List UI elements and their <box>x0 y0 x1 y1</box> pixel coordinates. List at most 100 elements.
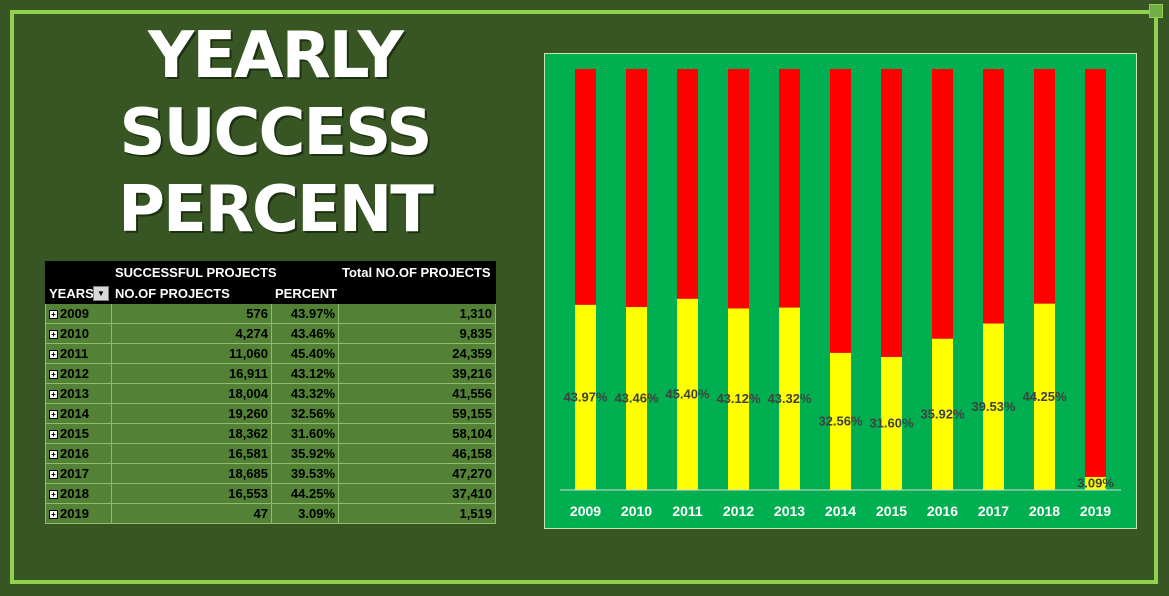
total-cell: 39,216 <box>338 363 497 384</box>
count-cell: 47 <box>111 503 272 524</box>
x-tick-label: 2010 <box>621 503 652 519</box>
count-cell: 16,581 <box>111 443 272 464</box>
filter-dropdown-icon[interactable]: ▼ <box>93 286 109 301</box>
percent-cell: 43.46% <box>270 323 340 344</box>
year-label: 2019 <box>60 506 89 521</box>
year-label: 2012 <box>60 366 89 381</box>
expand-icon[interactable]: + <box>49 390 58 400</box>
year-cell[interactable]: +2017 <box>45 463 112 484</box>
year-label: 2013 <box>60 386 89 401</box>
year-cell[interactable]: +2018 <box>45 483 112 504</box>
expand-icon[interactable]: + <box>49 350 58 360</box>
chart-svg: 43.97% 2009 43.46% 2010 45.40% 2011 43.12% 2012… <box>560 69 1121 519</box>
table-row: +2019 47 3.09% 1,519 <box>45 503 497 524</box>
x-tick-label: 2019 <box>1080 503 1111 519</box>
title-line-2: SUCCESS <box>119 96 432 170</box>
expand-icon[interactable]: + <box>49 370 58 380</box>
total-cell: 9,835 <box>338 323 497 344</box>
total-cell: 46,158 <box>338 443 497 464</box>
success-bar <box>779 307 800 490</box>
remainder-bar <box>1085 69 1106 477</box>
table-row: +2015 18,362 31.60% 58,104 <box>45 423 497 444</box>
success-bar <box>626 307 647 490</box>
year-label: 2018 <box>60 486 89 501</box>
success-bar <box>677 298 698 490</box>
expand-icon[interactable]: + <box>49 310 58 320</box>
data-label: 31.60% <box>869 415 914 430</box>
total-cell: 1,310 <box>338 303 497 324</box>
data-label: 39.53% <box>971 399 1016 414</box>
percent-header: PERCENT <box>270 283 340 304</box>
remainder-bar <box>626 69 647 308</box>
title-line-1: YEARLY <box>147 19 404 93</box>
year-cell[interactable]: +2012 <box>45 363 112 384</box>
resize-handle-icon[interactable] <box>1149 4 1163 18</box>
remainder-bar <box>983 69 1004 324</box>
expand-icon[interactable]: + <box>49 410 58 420</box>
x-tick-label: 2009 <box>570 503 601 519</box>
title-line-3: PERCENT <box>118 173 434 247</box>
percent-cell: 44.25% <box>270 483 340 504</box>
success-bar <box>1034 303 1055 490</box>
years-header: YEARS ▼ <box>45 283 112 304</box>
expand-icon[interactable]: + <box>49 450 58 460</box>
data-label: 43.97% <box>563 389 608 404</box>
years-header-label: YEARS <box>49 286 94 301</box>
count-cell: 4,274 <box>111 323 272 344</box>
year-cell[interactable]: +2016 <box>45 443 112 464</box>
success-bar <box>830 352 851 490</box>
data-label: 35.92% <box>920 406 965 421</box>
year-cell[interactable]: +2019 <box>45 503 112 524</box>
count-cell: 18,685 <box>111 463 272 484</box>
count-cell: 576 <box>111 303 272 324</box>
pivot-header-row-1: SUCCESSFUL PROJECTS Total NO.OF PROJECTS <box>45 261 497 304</box>
total-cell: 37,410 <box>338 483 497 504</box>
year-cell[interactable]: +2009 <box>45 303 112 324</box>
expand-icon[interactable]: + <box>49 330 58 340</box>
count-cell: 19,260 <box>111 403 272 424</box>
remainder-bar <box>1034 69 1055 304</box>
expand-icon[interactable]: + <box>49 430 58 440</box>
year-cell[interactable]: +2015 <box>45 423 112 444</box>
remainder-bar <box>830 69 851 353</box>
data-label: 3.09% <box>1077 475 1114 490</box>
total-cell: 24,359 <box>338 343 497 364</box>
total-cell: 59,155 <box>338 403 497 424</box>
expand-icon[interactable]: + <box>49 470 58 480</box>
table-row: +2018 16,553 44.25% 37,410 <box>45 483 497 504</box>
success-chart: 43.97% 2009 43.46% 2010 45.40% 2011 43.12% 2012… <box>544 53 1137 529</box>
year-cell[interactable]: +2014 <box>45 403 112 424</box>
count-cell: 11,060 <box>111 343 272 364</box>
percent-cell: 43.97% <box>270 303 340 324</box>
table-row: +2011 11,060 45.40% 24,359 <box>45 343 497 364</box>
count-cell: 18,004 <box>111 383 272 404</box>
data-label: 45.40% <box>665 386 710 401</box>
year-cell[interactable]: +2011 <box>45 343 112 364</box>
percent-cell: 3.09% <box>270 503 340 524</box>
x-tick-label: 2018 <box>1029 503 1060 519</box>
expand-icon[interactable]: + <box>49 490 58 500</box>
x-tick-label: 2016 <box>927 503 958 519</box>
x-tick-label: 2013 <box>774 503 805 519</box>
year-cell[interactable]: +2010 <box>45 323 112 344</box>
data-label: 43.46% <box>614 391 659 406</box>
x-tick-label: 2014 <box>825 503 856 519</box>
year-label: 2015 <box>60 426 89 441</box>
count-cell: 18,362 <box>111 423 272 444</box>
expand-icon[interactable]: + <box>49 510 58 520</box>
table-row: +2016 16,581 35.92% 46,158 <box>45 443 497 464</box>
year-cell[interactable]: +2013 <box>45 383 112 404</box>
year-label: 2010 <box>60 326 89 341</box>
year-label: 2016 <box>60 446 89 461</box>
count-cell: 16,553 <box>111 483 272 504</box>
success-bar <box>983 323 1004 490</box>
table-row: +2014 19,260 32.56% 59,155 <box>45 403 497 424</box>
table-row: +2010 4,274 43.46% 9,835 <box>45 323 497 344</box>
total-cell: 47,270 <box>338 463 497 484</box>
remainder-bar <box>932 69 953 339</box>
x-tick-label: 2011 <box>672 503 703 519</box>
success-bar <box>881 356 902 490</box>
remainder-bar <box>575 69 596 305</box>
percent-cell: 43.12% <box>270 363 340 384</box>
success-bar <box>932 338 953 490</box>
